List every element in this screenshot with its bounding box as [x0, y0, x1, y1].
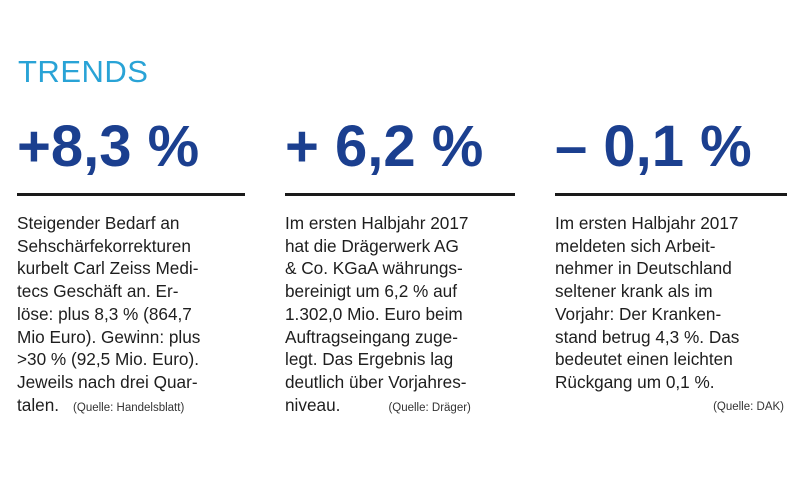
text-line: deutlich über Vorjahres- [285, 371, 467, 392]
text-line: Steigender Bedarf an [17, 213, 180, 233]
trend-text: Im ersten Halbjahr 2017 meldeten sich Ar… [555, 212, 787, 418]
source-note: (Quelle: DAK) [713, 400, 784, 413]
text-line: Im ersten Halbjahr 2017 [555, 213, 739, 233]
divider-rule [285, 193, 515, 196]
text-line: Jeweils nach drei Quar- [17, 371, 198, 392]
text-line: Auftragseingang zuge- [285, 326, 458, 347]
text-line-last: talen. (Quelle: Handelsblatt) [17, 394, 245, 420]
text-line: nehmer in Deutschland [555, 258, 732, 279]
text-line: seltener krank als im [555, 281, 713, 302]
text-line-last: niveau. (Quelle: Dräger) [285, 394, 515, 420]
text-line: >30 % (92,5 Mio. Euro). [17, 349, 199, 370]
trend-text: Steigender Bedarf an Sehschärfekorrektur… [17, 212, 245, 419]
trend-column-dak: – 0,1 % Im ersten Halbjahr 2017 meldeten… [555, 118, 787, 418]
text-line: legt. Das Ergebnis lag [285, 349, 454, 370]
text-line: Sehschärfekorrekturen [17, 235, 191, 256]
source-note: (Quelle: Dräger) [388, 401, 471, 414]
trend-value: +8,3 % [17, 114, 200, 179]
divider-rule [555, 193, 787, 196]
text-line: kurbelt Carl Zeiss Medi- [17, 258, 199, 279]
text-line: Mio Euro). Gewinn: plus [17, 326, 201, 347]
section-title: TRENDS [18, 54, 149, 89]
text-line: 1.302,0 Mio. Euro beim [285, 303, 463, 324]
trend-text: Im ersten Halbjahr 2017 hat die Drägerwe… [285, 212, 515, 419]
divider-rule [17, 193, 245, 196]
trend-column-zeiss: +8,3 % Steigender Bedarf an Sehschärfeko… [17, 118, 245, 419]
text-line: Im ersten Halbjahr 2017 [285, 213, 469, 233]
text-line: Rückgang um 0,1 %. [555, 371, 715, 392]
trend-column-draeger: + 6,2 % Im ersten Halbjahr 2017 hat die … [285, 118, 515, 419]
source-note: (Quelle: Handelsblatt) [73, 401, 185, 414]
trend-value: + 6,2 % [285, 114, 484, 179]
text-line: Vorjahr: Der Kranken- [555, 303, 722, 324]
text-line: talen. [17, 394, 60, 415]
text-line: tecs Geschäft an. Er- [17, 281, 179, 302]
text-line: bereinigt um 6,2 % auf [285, 281, 457, 302]
text-line: löse: plus 8,3 % (864,7 [17, 303, 192, 324]
text-line: hat die Drägerwerk AG [285, 235, 459, 256]
text-line: bedeutet einen leichten [555, 349, 733, 370]
text-line: niveau. [285, 394, 341, 415]
trend-value: – 0,1 % [555, 114, 752, 179]
text-line: stand betrug 4,3 %. Das [555, 326, 740, 347]
text-line: & Co. KGaA währungs- [285, 258, 463, 279]
text-line: meldeten sich Arbeit- [555, 235, 716, 256]
